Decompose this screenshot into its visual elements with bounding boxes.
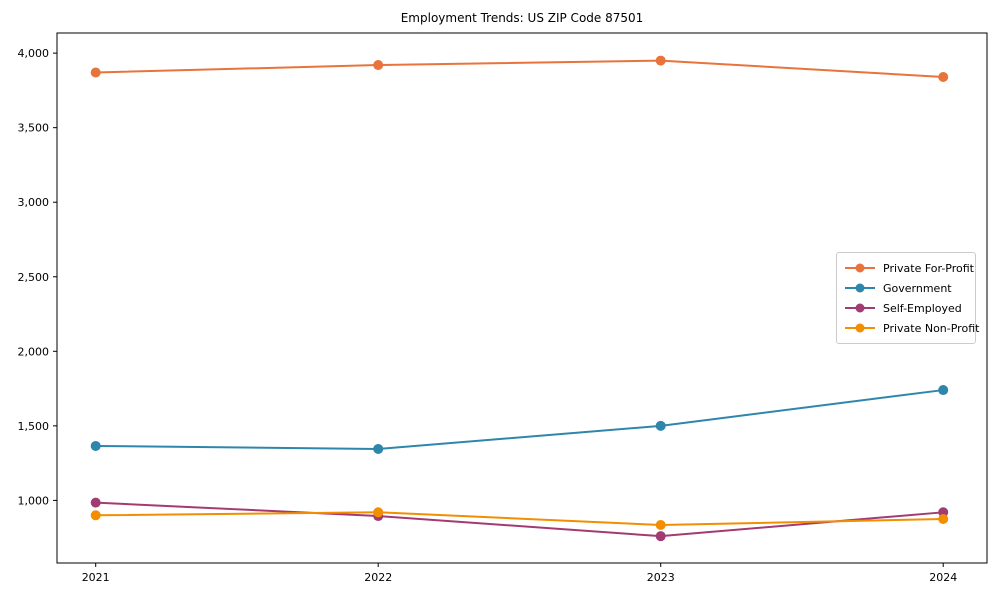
y-tick-label: 2,500 bbox=[18, 271, 50, 284]
x-tick-label: 2021 bbox=[82, 571, 110, 584]
marker-private-for-profit bbox=[938, 71, 949, 82]
marker-self-employed bbox=[90, 497, 101, 508]
legend-line-marker-icon bbox=[845, 283, 875, 293]
legend-item-government: Government bbox=[844, 278, 968, 298]
marker-government bbox=[938, 385, 949, 396]
legend-line-marker-icon bbox=[845, 303, 875, 313]
legend-item-self-employed: Self-Employed bbox=[844, 298, 968, 318]
y-tick-label: 3,000 bbox=[18, 196, 50, 209]
y-tick-label: 2,000 bbox=[18, 345, 50, 358]
marker-private-non-profit bbox=[655, 519, 666, 530]
plot-border bbox=[56, 32, 988, 564]
marker-private-for-profit bbox=[655, 55, 666, 66]
y-tick-label: 1,500 bbox=[18, 420, 50, 433]
marker-government bbox=[655, 420, 666, 431]
chart-title: Employment Trends: US ZIP Code 87501 bbox=[400, 11, 644, 25]
marker-government bbox=[373, 443, 384, 454]
line-private-for-profit bbox=[95, 59, 944, 78]
line-private-non-profit bbox=[95, 511, 944, 526]
x-tick-label: 2023 bbox=[647, 571, 675, 584]
legend-label: Self-Employed bbox=[883, 301, 962, 315]
legend-label: Private Non-Profit bbox=[883, 321, 980, 335]
line-self-employed bbox=[95, 501, 944, 538]
marker-private-for-profit bbox=[373, 60, 384, 71]
y-tick-label: 1,000 bbox=[18, 494, 50, 507]
marker-self-employed bbox=[655, 531, 666, 542]
y-tick-label: 4,000 bbox=[18, 47, 50, 60]
line-government bbox=[95, 389, 944, 450]
legend-label: Government bbox=[883, 281, 952, 295]
legend-label: Private For-Profit bbox=[883, 261, 974, 275]
marker-private-for-profit bbox=[90, 67, 101, 78]
marker-private-non-profit bbox=[938, 514, 949, 525]
legend: Private For-Profit Government Self-Employe… bbox=[836, 252, 979, 344]
x-tick-label: 2022 bbox=[364, 571, 392, 584]
legend-item-private-non-profit: Private Non-Profit bbox=[844, 318, 979, 338]
legend-line-marker-icon bbox=[845, 263, 875, 273]
marker-private-non-profit bbox=[90, 510, 101, 521]
marker-government bbox=[90, 440, 101, 451]
marker-private-non-profit bbox=[373, 507, 384, 518]
legend-item-private-for-profit: Private For-Profit bbox=[844, 258, 974, 278]
y-tick-label: 3,500 bbox=[18, 122, 50, 135]
legend-line-marker-icon bbox=[845, 323, 875, 333]
x-tick-label: 2024 bbox=[929, 571, 957, 584]
